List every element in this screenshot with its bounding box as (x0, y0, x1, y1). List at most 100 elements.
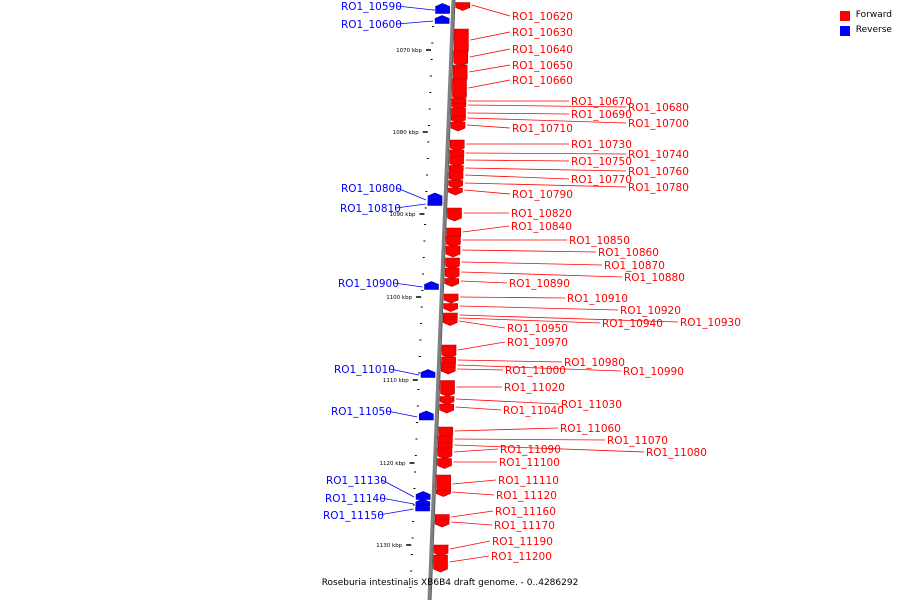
leader-line-ro1-11190 (449, 540, 491, 550)
gene-label-ro1-10850: RO1_10850 (569, 235, 630, 247)
gene-arrow-ro1-11050 (419, 410, 434, 421)
tick-label: 1090 kbp (390, 212, 416, 218)
leader-line-ro1-11060 (454, 427, 559, 432)
leader-line-ro1-11050 (386, 410, 418, 418)
leader-line-ro1-11090 (453, 448, 499, 453)
leader-line-ro1-11030 (456, 398, 560, 405)
gene-label-ro1-10740: RO1_10740 (628, 149, 689, 161)
gene-label-ro1-11120: RO1_11120 (496, 490, 557, 502)
gene-arrow-ro1-10780 (448, 180, 463, 189)
leader-line-ro1-11200 (449, 555, 490, 563)
leader-line-ro1-10930 (459, 314, 679, 323)
reverse-swatch-icon (839, 25, 850, 36)
leader-line-ro1-10590 (396, 5, 434, 11)
leader-line-ro1-10700 (467, 117, 627, 124)
leader-line-ro1-11110 (452, 479, 497, 485)
leader-line-ro1-10890 (460, 280, 508, 284)
leader-line-ro1-10660 (468, 79, 511, 89)
leader-line-ro1-10950 (459, 320, 506, 329)
gene-arrow-ro1-10890 (444, 278, 460, 287)
leader-line-ro1-11070 (454, 438, 606, 441)
gene-arrow-ro1-10870 (445, 257, 460, 270)
gene-label-ro1-10680: RO1_10680 (628, 102, 689, 114)
gene-arrow-ro1-10910 (443, 293, 459, 304)
gene-arrow-ro1-10810 (427, 199, 443, 206)
genome-caption: Roseburia intestinalis XB6B4 draft genom… (321, 578, 579, 588)
gene-arrow-ro1-10900 (424, 281, 439, 290)
gene-label-ro1-11200: RO1_11200 (491, 551, 552, 563)
gene-arrow-ro1-11000 (440, 366, 456, 375)
leader-line-ro1-11160 (451, 510, 494, 518)
legend-label-reverse: Reverse (855, 25, 892, 35)
gene-arrow-ro1-10970 (441, 344, 457, 359)
tick-label: 1110 kbp (383, 378, 409, 384)
gene-label-ro1-11060: RO1_11060 (560, 423, 621, 435)
gene-arrow-ro1-10730 (449, 139, 465, 152)
gene-label-ro1-10880: RO1_10880 (624, 272, 685, 284)
gene-label-ro1-11050: RO1_11050 (331, 406, 392, 418)
gene-arrow-ro1-10860 (445, 245, 461, 258)
leader-line-ro1-10840 (462, 225, 510, 233)
gene-label-ro1-10890: RO1_10890 (509, 278, 570, 290)
leader-line-ro1-10770 (464, 174, 570, 180)
gene-label-ro1-11090: RO1_11090 (500, 444, 561, 456)
leader-line-ro1-10900 (393, 282, 423, 288)
gene-label-ro1-10590: RO1_10590 (341, 1, 402, 13)
leader-line-ro1-11080 (454, 444, 645, 453)
gene-label-ro1-11010: RO1_11010 (334, 364, 395, 376)
leader-line-ro1-11170 (451, 521, 493, 526)
gene-label-ro1-10660: RO1_10660 (512, 75, 573, 87)
gene-label-ro1-10760: RO1_10760 (628, 166, 689, 178)
gene-arrow-ro1-10770 (448, 171, 464, 182)
leader-line-ro1-10760 (465, 167, 627, 172)
tick-label: 1100 kbp (386, 295, 412, 301)
gene-label-ro1-10780: RO1_10780 (628, 182, 689, 194)
leader-line-ro1-11000 (457, 368, 504, 371)
gene-arrow-ro1-10790 (448, 187, 463, 196)
genome-axis-edge (430, 0, 456, 600)
gene-label-ro1-10840: RO1_10840 (511, 221, 572, 233)
gene-arrow-ro1-11010 (420, 369, 436, 378)
leader-line-ro1-10990 (457, 364, 622, 372)
legend: Forward Reverse (839, 8, 892, 38)
gene-label-ro1-11020: RO1_11020 (504, 382, 565, 394)
gene-label-ro1-10910: RO1_10910 (567, 293, 628, 305)
gene-arrow-ro1-10620 (455, 2, 471, 11)
gene-arrow-ro1-10630 (454, 28, 469, 55)
gene-label-ro1-10820: RO1_10820 (511, 208, 572, 220)
gene-label-ro1-11190: RO1_11190 (492, 536, 553, 548)
gene-label-ro1-10730: RO1_10730 (571, 139, 632, 151)
gene-label-ro1-10990: RO1_10990 (623, 366, 684, 378)
legend-item-forward: Forward (839, 8, 892, 23)
leader-line-ro1-10870 (461, 261, 603, 266)
leader-line-ro1-10620 (471, 4, 511, 17)
gene-arrow-ro1-10950 (442, 319, 458, 326)
gene-label-ro1-10860: RO1_10860 (598, 247, 659, 259)
leader-line-ro1-10790 (464, 189, 511, 195)
gene-arrow-ro1-11130 (415, 491, 431, 500)
gene-arrow-ro1-11120 (436, 490, 451, 497)
leader-line-ro1-11120 (452, 491, 495, 496)
tick-label: 1080 kbp (393, 130, 419, 136)
gene-label-ro1-11040: RO1_11040 (503, 405, 564, 417)
leader-line-ro1-10750 (465, 159, 570, 162)
gene-label-ro1-10600: RO1_10600 (341, 19, 402, 31)
gene-label-ro1-11150: RO1_11150 (323, 510, 384, 522)
leader-line-ro1-10690 (467, 112, 570, 115)
gene-arrow-ro1-11190 (433, 544, 449, 557)
genome-axis-line (427, 0, 455, 600)
leader-line-ro1-10920 (459, 305, 619, 311)
gene-arrow-ro1-11150 (415, 503, 430, 512)
gene-arrow-ro1-11040 (439, 403, 455, 414)
gene-label-ro1-10750: RO1_10750 (571, 156, 632, 168)
leader-line-ro1-10860 (461, 249, 597, 253)
gene-label-ro1-10620: RO1_10620 (512, 11, 573, 23)
gene-arrow-ro1-10700 (450, 115, 466, 124)
gene-arrow-ro1-11170 (434, 519, 450, 528)
gene-label-ro1-11080: RO1_11080 (646, 447, 707, 459)
gene-label-ro1-10630: RO1_10630 (512, 27, 573, 39)
gene-label-ro1-11170: RO1_11170 (494, 520, 555, 532)
leader-line-ro1-10980 (457, 359, 563, 363)
gene-arrow-ro1-10820 (447, 207, 462, 222)
leader-line-ro1-10640 (469, 48, 511, 58)
